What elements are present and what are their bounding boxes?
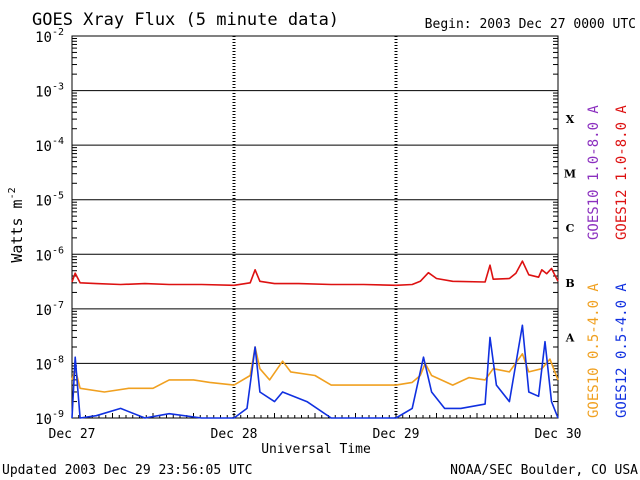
plot-frame <box>71 35 559 419</box>
y-tick-exponent: -3 <box>52 82 64 93</box>
updated-timestamp: Updated 2003 Dec 29 23:56:05 UTC <box>2 463 252 478</box>
y-tick-exponent: -5 <box>52 191 64 202</box>
chart-title: GOES Xray Flux (5 minute data) <box>32 10 339 30</box>
series-line <box>71 260 559 287</box>
y-tick-base: 10 <box>35 139 52 155</box>
y-tick-exponent: -8 <box>52 354 64 365</box>
series-line <box>71 324 559 419</box>
series-line <box>71 346 559 393</box>
y-tick-exponent: -7 <box>52 300 64 311</box>
x-tick-label: Dec 27 <box>49 427 96 442</box>
flare-class-label: M <box>564 168 576 181</box>
y-axis-label-exponent: -2 <box>7 187 18 199</box>
x-tick-label: Dec 29 <box>373 427 420 442</box>
y-tick-base: 10 <box>35 357 52 373</box>
y-tick-base: 10 <box>35 30 52 46</box>
legend-label: GOES10 1.0-8.0 A <box>586 105 602 240</box>
y-tick-label: 10-8 <box>35 354 64 373</box>
flare-class-label: C <box>566 222 575 235</box>
x-tick-label: Dec 28 <box>211 427 258 442</box>
y-tick-label: 10-6 <box>35 245 64 264</box>
y-tick-label: 10-7 <box>35 300 64 319</box>
y-tick-label: 10-9 <box>35 409 64 428</box>
y-tick-base: 10 <box>35 85 52 101</box>
y-axis-label: Watts m-2 <box>7 187 26 262</box>
x-axis-label: Universal Time <box>261 442 371 457</box>
y-tick-exponent: -9 <box>52 409 64 420</box>
flare-class-label: X <box>566 113 575 126</box>
y-axis-label-text: Watts m <box>8 199 26 262</box>
legend-label: GOES12 0.5-4.0 A <box>614 283 630 418</box>
begin-label: Begin: 2003 Dec 27 0000 UTC <box>425 17 636 32</box>
y-tick-base: 10 <box>35 194 52 210</box>
y-tick-base: 10 <box>35 412 52 428</box>
y-tick-label: 10-3 <box>35 82 64 101</box>
flare-class-label: A <box>565 331 575 344</box>
y-tick-base: 10 <box>35 248 52 264</box>
flare-class-label: B <box>565 277 574 290</box>
y-tick-base: 10 <box>35 303 52 319</box>
y-tick-label: 10-4 <box>35 136 64 155</box>
credit-text: NOAA/SEC Boulder, CO USA <box>450 463 638 478</box>
legend-label: GOES12 1.0-8.0 A <box>614 105 630 240</box>
y-tick-exponent: -6 <box>52 245 64 256</box>
y-tick-exponent: -4 <box>52 136 64 147</box>
y-tick-exponent: -2 <box>52 27 64 38</box>
y-tick-label: 10-5 <box>35 191 64 210</box>
y-tick-label: 10-2 <box>35 27 64 46</box>
x-tick-label: Dec 30 <box>535 427 582 442</box>
legend-label: GOES10 0.5-4.0 A <box>586 283 602 418</box>
